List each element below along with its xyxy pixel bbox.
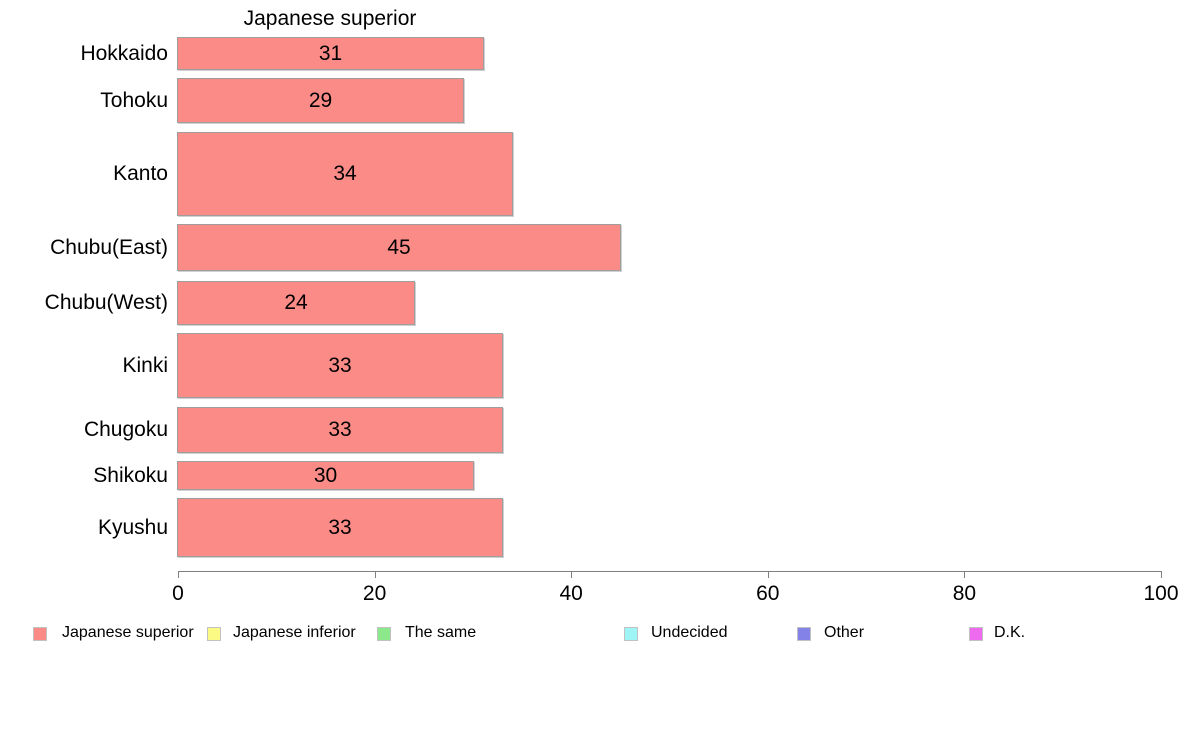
x-tick-label: 40 bbox=[560, 582, 583, 606]
category-label: Chubu(West) bbox=[0, 281, 168, 325]
bar-value-label: 30 bbox=[314, 464, 337, 488]
x-axis-tick bbox=[571, 571, 572, 578]
category-label: Shikoku bbox=[0, 461, 168, 490]
category-label: Hokkaido bbox=[0, 37, 168, 70]
bar: 24 bbox=[177, 281, 415, 325]
legend-swatch bbox=[377, 627, 391, 641]
category-label: Chubu(East) bbox=[0, 224, 168, 271]
bar: 30 bbox=[177, 461, 474, 490]
x-axis-tick bbox=[375, 571, 376, 578]
bar: 45 bbox=[177, 224, 621, 271]
x-tick-label: 100 bbox=[1143, 582, 1178, 606]
legend-label: Japanese superior bbox=[62, 624, 194, 642]
legend-label: Undecided bbox=[651, 624, 728, 642]
legend-swatch bbox=[969, 627, 983, 641]
bar-value-label: 24 bbox=[284, 291, 307, 315]
x-tick-label: 80 bbox=[953, 582, 976, 606]
legend-swatch bbox=[207, 627, 221, 641]
legend-swatch bbox=[797, 627, 811, 641]
bar-value-label: 31 bbox=[319, 42, 342, 66]
x-axis-tick bbox=[964, 571, 965, 578]
bar-chart: Japanese superior Hokkaido 31 Tohoku 29 Kant… bbox=[0, 0, 1188, 736]
x-axis-tick bbox=[768, 571, 769, 578]
legend-swatch bbox=[624, 627, 638, 641]
x-axis-tick bbox=[1161, 571, 1162, 578]
x-tick-label: 20 bbox=[363, 582, 386, 606]
bar-value-label: 33 bbox=[328, 418, 351, 442]
bar: 33 bbox=[177, 498, 503, 557]
legend-swatch bbox=[33, 627, 47, 641]
x-axis-line bbox=[178, 571, 1162, 572]
x-tick-label: 60 bbox=[756, 582, 779, 606]
category-label: Kinki bbox=[0, 333, 168, 398]
category-label: Kyushu bbox=[0, 498, 168, 557]
chart-title: Japanese superior bbox=[244, 7, 417, 31]
bar-value-label: 29 bbox=[309, 89, 332, 113]
legend-label: Other bbox=[824, 624, 864, 642]
legend-label: Japanese inferior bbox=[233, 624, 356, 642]
bar-value-label: 45 bbox=[387, 236, 410, 260]
x-tick-label: 0 bbox=[172, 582, 184, 606]
category-label: Kanto bbox=[0, 132, 168, 216]
bar: 33 bbox=[177, 333, 503, 398]
bar: 34 bbox=[177, 132, 513, 216]
category-label: Chugoku bbox=[0, 407, 168, 453]
bar-value-label: 34 bbox=[333, 162, 356, 186]
bar: 29 bbox=[177, 78, 464, 123]
legend-label: The same bbox=[405, 624, 476, 642]
x-axis-tick bbox=[178, 571, 179, 578]
bar-value-label: 33 bbox=[328, 354, 351, 378]
bar-value-label: 33 bbox=[328, 516, 351, 540]
category-label: Tohoku bbox=[0, 78, 168, 123]
bar: 33 bbox=[177, 407, 503, 453]
bar: 31 bbox=[177, 37, 484, 70]
legend-label: D.K. bbox=[994, 624, 1025, 642]
